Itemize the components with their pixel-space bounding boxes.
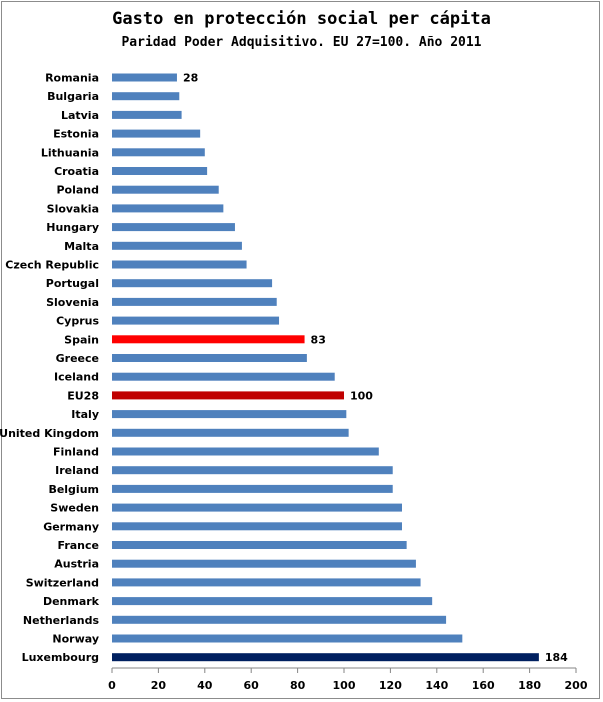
category-label-italy: Italy <box>71 408 99 421</box>
bar-ireland <box>112 466 393 475</box>
x-tick-label-0: 0 <box>108 679 116 692</box>
category-label-hungary: Hungary <box>46 221 99 234</box>
bar-latvia <box>112 110 182 119</box>
data-label-spain: 83 <box>311 333 326 346</box>
data-label-eu28: 100 <box>350 389 373 402</box>
data-label-romania: 28 <box>183 72 198 85</box>
x-tick-label-160: 160 <box>472 679 495 692</box>
bar-portugal <box>112 279 273 288</box>
x-tick-label-200: 200 <box>565 679 588 692</box>
category-label-germany: Germany <box>43 520 99 533</box>
category-label-slovakia: Slovakia <box>47 202 99 215</box>
x-tick-label-120: 120 <box>379 679 402 692</box>
category-label-poland: Poland <box>56 184 99 197</box>
bar-netherlands <box>112 615 447 624</box>
category-label-norway: Norway <box>52 633 99 646</box>
category-label-finland: Finland <box>53 446 99 459</box>
category-label-slovenia: Slovenia <box>46 296 99 309</box>
bar-cyprus <box>112 316 280 325</box>
data-label-luxembourg: 184 <box>545 651 568 664</box>
category-label-switzerland: Switzerland <box>26 576 99 589</box>
bar-denmark <box>112 597 433 606</box>
x-tick-label-20: 20 <box>151 679 167 692</box>
bar-luxembourg <box>112 653 539 662</box>
x-tick-label-60: 60 <box>244 679 260 692</box>
bar-slovakia <box>112 204 224 213</box>
category-label-latvia: Latvia <box>61 109 99 122</box>
bars-group <box>112 73 539 662</box>
category-label-cyprus: Cyprus <box>56 315 99 328</box>
category-label-bulgaria: Bulgaria <box>47 90 99 103</box>
bar-malta <box>112 241 242 250</box>
bar-poland <box>112 185 219 194</box>
x-tick-label-80: 80 <box>290 679 306 692</box>
bar-czech-republic <box>112 260 247 269</box>
bar-norway <box>112 634 463 643</box>
bar-belgium <box>112 484 393 493</box>
category-label-iceland: Iceland <box>54 371 99 384</box>
bar-switzerland <box>112 578 421 587</box>
category-label-lithuania: Lithuania <box>41 146 99 159</box>
bar-slovenia <box>112 297 277 306</box>
chart-title: Gasto en protección social per cápita <box>112 9 491 29</box>
bar-croatia <box>112 167 208 175</box>
category-label-france: France <box>58 539 99 552</box>
category-label-eu28: EU28 <box>67 389 99 402</box>
bar-iceland <box>112 372 335 381</box>
bar-estonia <box>112 129 201 138</box>
category-label-malta: Malta <box>64 240 99 253</box>
bar-germany <box>112 522 402 531</box>
bar-sweden <box>112 503 402 512</box>
category-label-sweden: Sweden <box>50 502 99 515</box>
bar-austria <box>112 559 416 568</box>
category-label-united-kingdom: United Kingdom <box>0 427 99 440</box>
category-label-greece: Greece <box>56 352 99 365</box>
x-tick-label-180: 180 <box>518 679 541 692</box>
x-tick-label-140: 140 <box>425 679 448 692</box>
chart-subtitle: Paridad Poder Adquisitivo. EU 27=100. Añ… <box>121 35 482 50</box>
category-label-spain: Spain <box>64 333 99 346</box>
bar-finland <box>112 447 379 456</box>
bar-romania <box>112 73 177 82</box>
bar-hungary <box>112 223 235 232</box>
bar-spain <box>112 335 305 344</box>
category-label-denmark: Denmark <box>43 595 100 608</box>
bar-greece <box>112 354 307 362</box>
data-labels: 28 83 100 184 <box>183 72 568 665</box>
category-label-croatia: Croatia <box>54 165 99 178</box>
category-label-romania: Romania <box>45 72 99 85</box>
category-label-estonia: Estonia <box>53 128 99 141</box>
category-label-czech-republic: Czech Republic <box>5 259 99 272</box>
bar-united-kingdom <box>112 428 349 437</box>
x-tick-label-100: 100 <box>333 679 356 692</box>
bar-france <box>112 541 407 549</box>
bar-italy <box>112 410 347 419</box>
category-label-austria: Austria <box>54 558 99 571</box>
bar-lithuania <box>112 148 205 157</box>
bar-bulgaria <box>112 92 180 101</box>
category-label-luxembourg: Luxembourg <box>22 651 99 664</box>
category-label-netherlands: Netherlands <box>23 614 100 627</box>
bar-eu28 <box>112 391 344 400</box>
x-axis: 0 20 40 60 80 100 120 140 160 180 200 <box>108 667 588 692</box>
category-label-belgium: Belgium <box>48 483 99 496</box>
category-label-ireland: Ireland <box>55 464 99 477</box>
category-labels: Romania Bulgaria Latvia Estonia Lithuania Cro… <box>0 72 100 665</box>
x-tick-label-40: 40 <box>197 679 213 692</box>
category-label-portugal: Portugal <box>46 277 99 290</box>
